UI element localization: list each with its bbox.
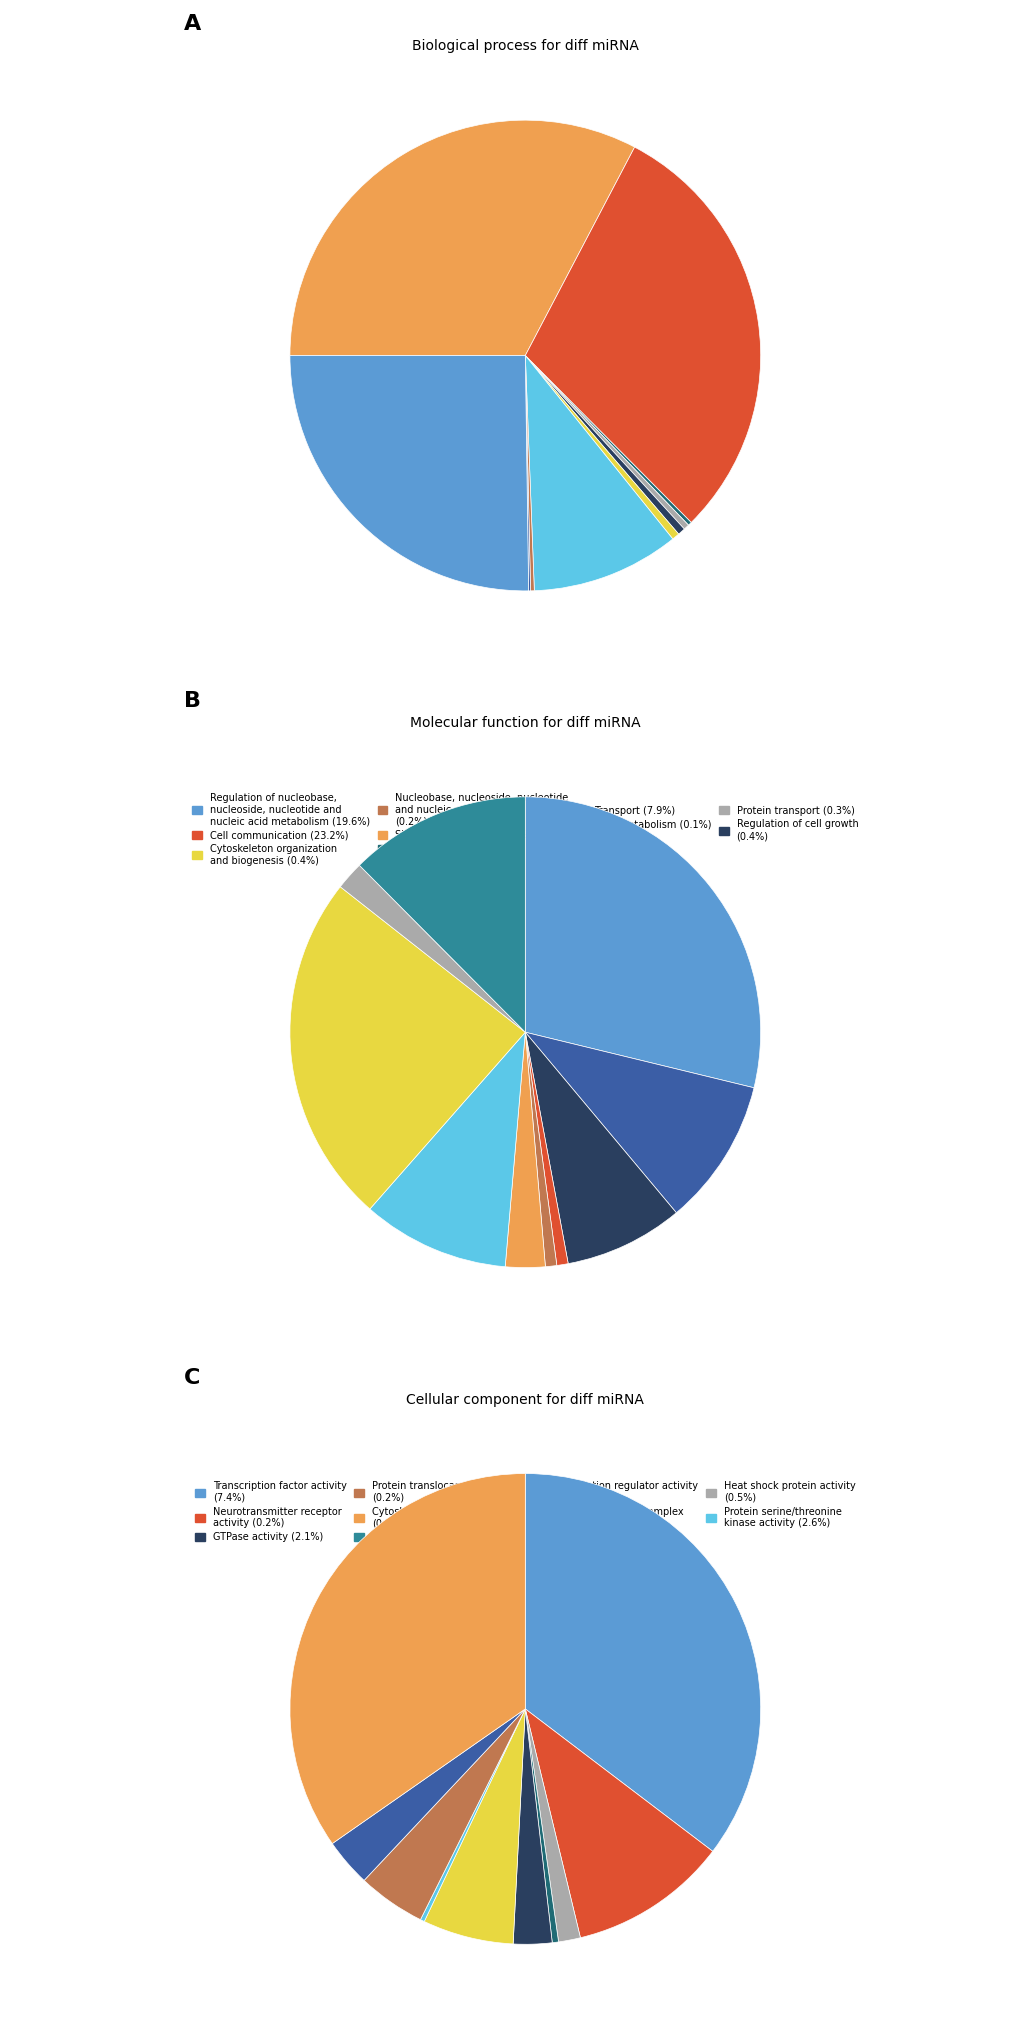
Wedge shape bbox=[424, 1709, 525, 1944]
Wedge shape bbox=[359, 797, 525, 1032]
Text: B: B bbox=[183, 691, 201, 711]
Title: Biological process for diff miRNA: Biological process for diff miRNA bbox=[412, 39, 638, 53]
Wedge shape bbox=[525, 797, 760, 1087]
Wedge shape bbox=[370, 1032, 525, 1267]
Wedge shape bbox=[289, 887, 525, 1208]
Wedge shape bbox=[525, 1709, 712, 1938]
Legend: Regulation of nucleobase,
nucleoside, nucleotide and
nucleic acid metabolism (19: Regulation of nucleobase, nucleoside, nu… bbox=[190, 791, 860, 869]
Wedge shape bbox=[525, 1709, 558, 1942]
Wedge shape bbox=[525, 147, 760, 523]
Text: A: A bbox=[183, 14, 201, 35]
Wedge shape bbox=[525, 1032, 568, 1265]
Wedge shape bbox=[525, 356, 673, 591]
Wedge shape bbox=[289, 356, 528, 591]
Wedge shape bbox=[525, 356, 684, 533]
Wedge shape bbox=[513, 1709, 551, 1944]
Wedge shape bbox=[525, 1709, 580, 1942]
Legend: Transcription factor activity
(7.4%), Neurotransmitter receptor
activity (0.2%),: Transcription factor activity (7.4%), Ne… bbox=[193, 1478, 857, 1545]
Wedge shape bbox=[525, 356, 688, 529]
Wedge shape bbox=[525, 1032, 676, 1263]
Wedge shape bbox=[525, 1032, 556, 1267]
Wedge shape bbox=[289, 121, 634, 356]
Wedge shape bbox=[525, 356, 678, 540]
Wedge shape bbox=[525, 356, 691, 525]
Wedge shape bbox=[332, 1709, 525, 1880]
Wedge shape bbox=[340, 865, 525, 1032]
Wedge shape bbox=[525, 356, 530, 591]
Wedge shape bbox=[525, 1474, 760, 1852]
Wedge shape bbox=[504, 1032, 545, 1267]
Wedge shape bbox=[289, 1474, 525, 1844]
Wedge shape bbox=[525, 356, 534, 591]
Title: Molecular function for diff miRNA: Molecular function for diff miRNA bbox=[410, 715, 640, 730]
Wedge shape bbox=[420, 1709, 525, 1921]
Wedge shape bbox=[364, 1709, 525, 1919]
Text: C: C bbox=[183, 1367, 200, 1388]
Wedge shape bbox=[525, 1032, 753, 1212]
Title: Cellular component for diff miRNA: Cellular component for diff miRNA bbox=[406, 1392, 644, 1406]
